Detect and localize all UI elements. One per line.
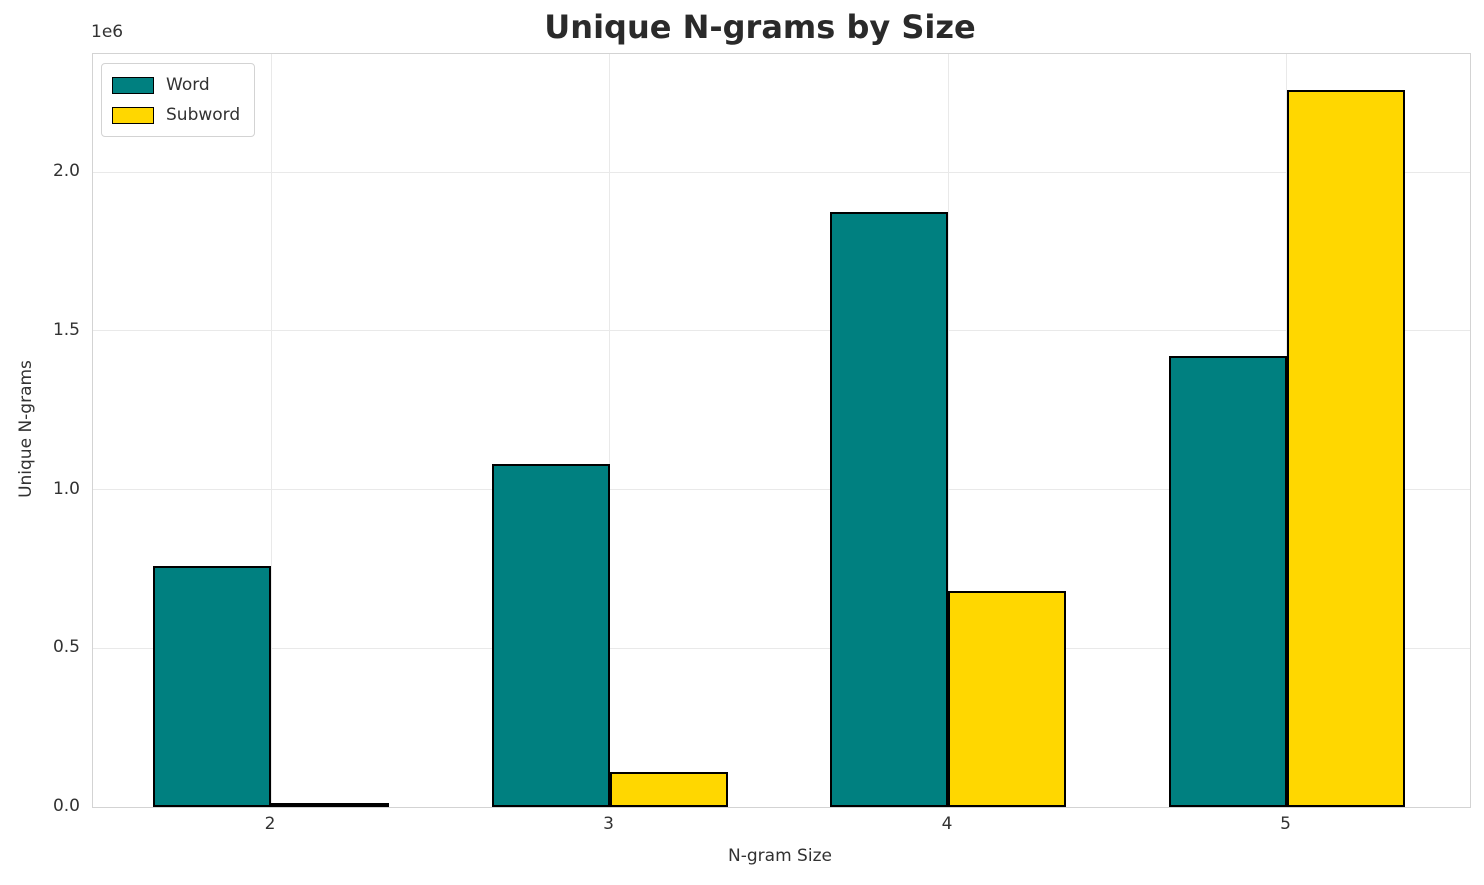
bar-subword-3 [609, 772, 728, 807]
y-tick-label: 0.5 [52, 637, 80, 658]
y-axis-label: Unique N-grams [16, 360, 36, 498]
legend-item-subword: Subword [112, 103, 240, 127]
x-tick-label: 5 [1280, 814, 1291, 834]
subword-series-swatch [112, 106, 154, 124]
y-tick-label: 1.0 [52, 478, 80, 499]
legend: Word Subword [101, 63, 256, 137]
plot-area: Word Subword [92, 53, 1471, 808]
bar-word-5 [1168, 356, 1287, 807]
y-axis-scale-multiplier: 1e6 [91, 22, 124, 42]
bar-word-3 [491, 464, 610, 807]
bar-word-4 [830, 212, 948, 807]
y-tick-label: 0.0 [52, 796, 80, 816]
legend-item-word: Word [112, 73, 240, 97]
v-gridline [270, 54, 272, 807]
legend-label-subword: Subword [166, 104, 241, 125]
y-tick-label: 1.5 [52, 319, 80, 340]
bar-subword-2 [271, 803, 389, 807]
legend-label-word: Word [166, 74, 210, 95]
bar-subword-5 [1286, 90, 1405, 807]
word-series-swatch [112, 76, 154, 94]
y-tick-label: 2.0 [52, 161, 80, 182]
bar-word-2 [153, 566, 271, 807]
bar-subword-4 [948, 591, 1066, 807]
h-gridline [93, 171, 1470, 173]
v-gridline [609, 54, 610, 807]
v-gridline [947, 54, 949, 807]
x-axis-label: N-gram Size [728, 846, 832, 866]
h-gridline [93, 330, 1470, 332]
x-tick-label: 3 [603, 814, 614, 834]
h-gridline [93, 647, 1470, 649]
chart-title: Unique N-grams by Size [544, 8, 976, 46]
x-tick-label: 2 [264, 814, 276, 834]
h-gridline [93, 489, 1470, 491]
x-tick-label: 4 [941, 814, 953, 834]
